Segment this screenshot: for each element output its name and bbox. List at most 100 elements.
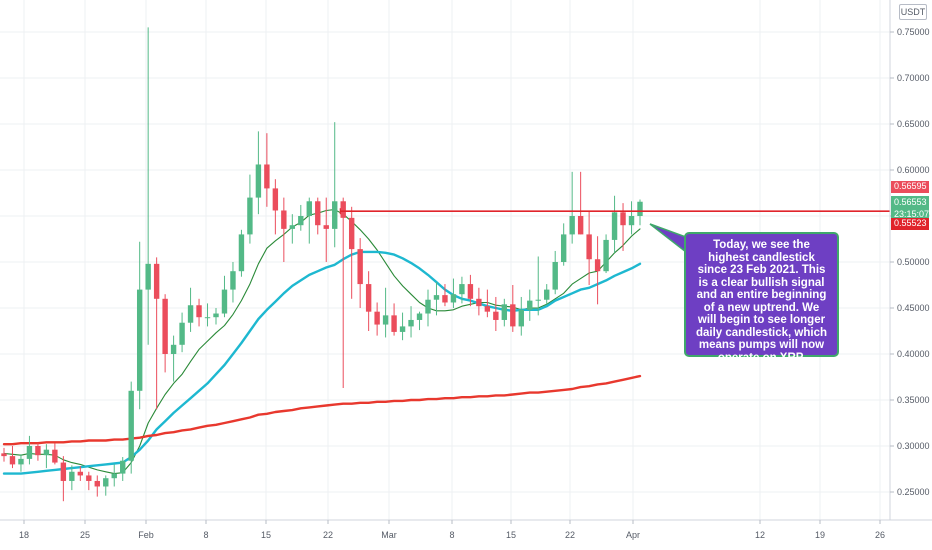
candle-body [35, 446, 41, 456]
candle [52, 443, 58, 465]
price-tick-label: 0.70000 [897, 73, 930, 83]
candle [153, 257, 160, 410]
candle-body [69, 471, 75, 481]
current-price-box: 0.56553 23:15:07 [891, 196, 929, 220]
annotation-callout[interactable]: Today, we see the highest candlestick si… [684, 232, 839, 364]
candle-body [348, 217, 355, 250]
candle-body [628, 216, 635, 226]
candle [136, 241, 143, 410]
candle-body [272, 188, 279, 211]
candle-body [611, 212, 618, 240]
candle-body [569, 216, 575, 235]
candle-body [306, 201, 312, 216]
candle [332, 122, 338, 248]
candle-body [399, 326, 406, 332]
candle [213, 308, 219, 325]
candle [9, 446, 16, 469]
candle [323, 197, 329, 262]
candle-body [315, 201, 321, 226]
candle [187, 287, 194, 332]
time-tick-label: Feb [138, 530, 154, 540]
candle [535, 256, 541, 316]
candle [162, 294, 168, 373]
candle-body [544, 289, 550, 300]
candle [637, 199, 643, 226]
candle-body [120, 460, 126, 474]
currency-badge[interactable]: USDT [899, 4, 927, 20]
candle [527, 289, 533, 321]
candle-body [128, 390, 134, 461]
candle-body [450, 294, 457, 303]
candle-body [594, 259, 601, 272]
candle [493, 296, 499, 331]
candle-body [145, 263, 151, 290]
candle-body [476, 298, 482, 307]
price-axis[interactable]: 0.750000.700000.650000.600000.550000.500… [890, 27, 930, 497]
candle-body [340, 201, 346, 218]
candle [238, 229, 245, 277]
candle-body [637, 201, 643, 216]
candle [289, 214, 296, 244]
candle-body [264, 164, 270, 189]
candle [94, 475, 100, 497]
price-tick-label: 0.65000 [897, 119, 930, 129]
time-tick-label: 22 [565, 530, 575, 540]
candle-countdown-label: 23:15:07 [894, 209, 930, 219]
time-tick-label: 15 [261, 530, 271, 540]
candle-body [9, 456, 16, 465]
candle-body [153, 263, 160, 299]
resistance-price-label: 0.55523 [891, 218, 929, 230]
candle-body [365, 284, 372, 312]
candle-body [289, 225, 296, 229]
moving-average-ma_mid [2, 250, 642, 475]
candle [484, 289, 491, 318]
candle-body [221, 289, 228, 314]
candle [170, 335, 177, 382]
candle-body [196, 305, 202, 318]
annotation-pointer [649, 223, 687, 254]
time-tick-label: 15 [506, 530, 516, 540]
time-tick-label: 26 [875, 530, 885, 540]
candle-body [255, 164, 262, 198]
candle [264, 133, 270, 207]
candle [340, 197, 346, 389]
resistance-line[interactable] [339, 208, 890, 215]
price-tick-label: 0.45000 [897, 303, 930, 313]
candle-body [433, 295, 440, 300]
candle-body [577, 216, 584, 235]
candle [569, 171, 575, 244]
candle [433, 282, 440, 316]
candle [594, 236, 601, 305]
candle-body [77, 471, 84, 476]
candle [450, 278, 457, 308]
time-tick-label: 8 [203, 530, 208, 540]
candle [179, 312, 185, 353]
candle [221, 275, 228, 318]
candle-body [560, 234, 567, 262]
candle [365, 271, 372, 331]
candle [586, 210, 592, 285]
candle-body [442, 295, 448, 303]
candle-body [187, 305, 194, 323]
candle [315, 197, 321, 235]
candle-body [620, 212, 626, 226]
moving-averages [2, 209, 642, 475]
time-tick-label: Apr [626, 530, 640, 540]
time-axis[interactable]: 18 25 Feb 8 15 22 Mar 8 15 22 Apr 12 19 26 [19, 520, 885, 540]
candle [467, 274, 474, 307]
candle-body [467, 284, 474, 299]
candle [272, 179, 279, 235]
candle-body [586, 234, 592, 260]
candle-body [162, 298, 168, 354]
candle-body [247, 197, 253, 235]
candle [103, 475, 109, 496]
candle-body [518, 309, 524, 327]
candle [281, 197, 287, 262]
candle [374, 302, 380, 336]
candle [1, 447, 7, 462]
candle [518, 296, 524, 336]
candle-body [230, 271, 236, 290]
price-tick-label: 0.30000 [897, 441, 930, 451]
candle [501, 298, 508, 327]
